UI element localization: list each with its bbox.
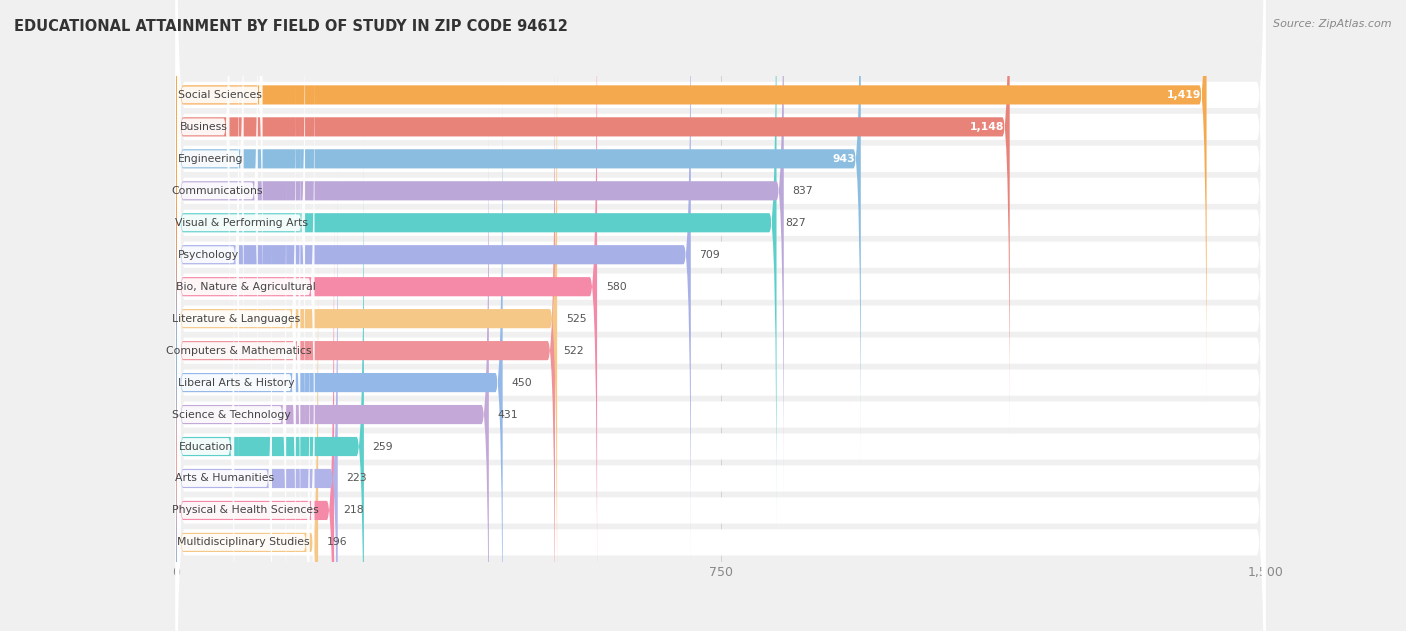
Text: 709: 709: [700, 250, 720, 260]
FancyBboxPatch shape: [177, 0, 243, 406]
Text: Physical & Health Sciences: Physical & Health Sciences: [173, 505, 319, 516]
Text: 1,148: 1,148: [970, 122, 1004, 132]
Text: 827: 827: [785, 218, 806, 228]
FancyBboxPatch shape: [177, 295, 309, 631]
FancyBboxPatch shape: [176, 0, 598, 597]
FancyBboxPatch shape: [177, 231, 271, 631]
FancyBboxPatch shape: [176, 140, 1265, 631]
Text: 522: 522: [564, 346, 585, 356]
Text: 450: 450: [512, 377, 531, 387]
FancyBboxPatch shape: [176, 232, 318, 631]
FancyBboxPatch shape: [177, 135, 295, 630]
FancyBboxPatch shape: [177, 39, 315, 534]
FancyBboxPatch shape: [176, 0, 1265, 497]
FancyBboxPatch shape: [176, 76, 1265, 631]
FancyBboxPatch shape: [176, 73, 503, 631]
Text: 837: 837: [793, 186, 813, 196]
FancyBboxPatch shape: [177, 8, 239, 502]
FancyBboxPatch shape: [176, 12, 1265, 631]
FancyBboxPatch shape: [176, 9, 557, 628]
Text: 259: 259: [373, 442, 394, 452]
FancyBboxPatch shape: [176, 0, 1265, 631]
Text: 1,419: 1,419: [1167, 90, 1201, 100]
FancyBboxPatch shape: [176, 44, 1265, 631]
Text: Science & Technology: Science & Technology: [173, 410, 291, 420]
Text: 580: 580: [606, 281, 627, 292]
FancyBboxPatch shape: [176, 136, 364, 631]
Text: Education: Education: [179, 442, 233, 452]
Text: EDUCATIONAL ATTAINMENT BY FIELD OF STUDY IN ZIP CODE 94612: EDUCATIONAL ATTAINMENT BY FIELD OF STUDY…: [14, 19, 568, 34]
FancyBboxPatch shape: [176, 0, 776, 533]
FancyBboxPatch shape: [177, 167, 287, 631]
FancyBboxPatch shape: [176, 0, 1206, 405]
FancyBboxPatch shape: [177, 263, 315, 631]
FancyBboxPatch shape: [177, 0, 229, 374]
FancyBboxPatch shape: [177, 71, 295, 566]
Text: Multidisciplinary Studies: Multidisciplinary Studies: [177, 538, 309, 548]
FancyBboxPatch shape: [176, 0, 1265, 631]
FancyBboxPatch shape: [176, 201, 335, 631]
FancyBboxPatch shape: [176, 0, 1265, 631]
FancyBboxPatch shape: [176, 168, 337, 631]
FancyBboxPatch shape: [176, 40, 555, 631]
Text: Communications: Communications: [172, 186, 263, 196]
Text: Arts & Humanities: Arts & Humanities: [174, 473, 274, 483]
FancyBboxPatch shape: [176, 0, 1265, 625]
Text: Business: Business: [180, 122, 228, 132]
Text: Literature & Languages: Literature & Languages: [173, 314, 301, 324]
FancyBboxPatch shape: [176, 0, 860, 469]
FancyBboxPatch shape: [177, 0, 257, 438]
Text: 943: 943: [832, 154, 855, 164]
FancyBboxPatch shape: [177, 0, 305, 470]
FancyBboxPatch shape: [176, 108, 1265, 631]
FancyBboxPatch shape: [176, 0, 690, 565]
FancyBboxPatch shape: [176, 0, 1010, 437]
FancyBboxPatch shape: [176, 0, 1265, 529]
FancyBboxPatch shape: [176, 0, 1265, 466]
Text: 525: 525: [565, 314, 586, 324]
Text: Psychology: Psychology: [177, 250, 239, 260]
FancyBboxPatch shape: [176, 172, 1265, 631]
Text: Computers & Mathematics: Computers & Mathematics: [166, 346, 312, 356]
Text: 218: 218: [343, 505, 364, 516]
Text: 431: 431: [498, 410, 519, 420]
FancyBboxPatch shape: [176, 105, 489, 631]
Text: Social Sciences: Social Sciences: [179, 90, 262, 100]
Text: 196: 196: [326, 538, 347, 548]
FancyBboxPatch shape: [176, 0, 1265, 561]
FancyBboxPatch shape: [177, 0, 263, 342]
Text: Bio, Nature & Agricultural: Bio, Nature & Agricultural: [176, 281, 316, 292]
FancyBboxPatch shape: [176, 0, 1265, 593]
Text: Liberal Arts & History: Liberal Arts & History: [179, 377, 295, 387]
Text: Visual & Performing Arts: Visual & Performing Arts: [174, 218, 308, 228]
Text: 223: 223: [346, 473, 367, 483]
FancyBboxPatch shape: [177, 199, 235, 631]
Text: Engineering: Engineering: [177, 154, 243, 164]
FancyBboxPatch shape: [176, 0, 783, 501]
FancyBboxPatch shape: [177, 103, 301, 598]
Text: Source: ZipAtlas.com: Source: ZipAtlas.com: [1274, 19, 1392, 29]
